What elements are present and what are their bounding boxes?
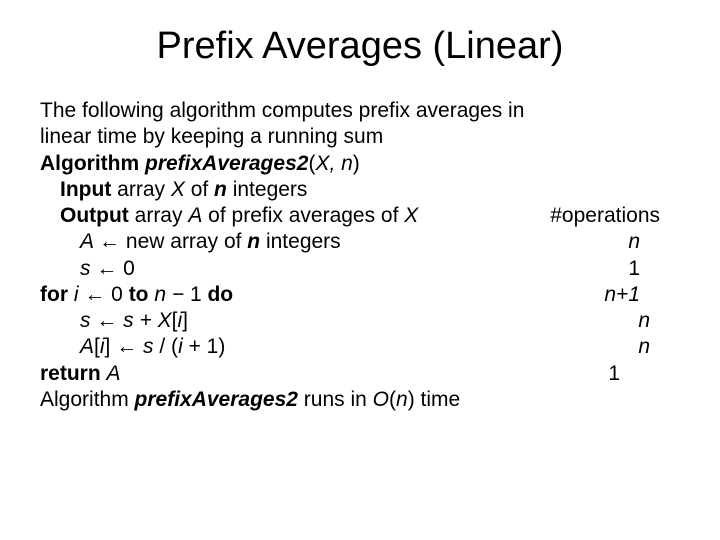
arrow: ← xyxy=(116,335,143,358)
paren-open: ( xyxy=(389,388,396,411)
var-n: n xyxy=(214,178,227,201)
algorithm-signature: Algorithm prefixAverages2(X, n) xyxy=(40,151,680,177)
code-line-6: return A 1 xyxy=(40,361,680,387)
var-n: n xyxy=(247,230,260,253)
intro-line-2: linear time by keeping a running sum xyxy=(40,124,680,150)
ops-count: 1 xyxy=(490,256,680,282)
slide-container: Prefix Averages (Linear) The following a… xyxy=(0,0,720,540)
output-line: Output array A of prefix averages of X #… xyxy=(40,203,680,229)
text: array xyxy=(117,178,171,201)
code-line-4: s ← s + X[i] n xyxy=(40,308,680,334)
ops-count: n+1 xyxy=(490,282,680,308)
code-line-2: s ← 0 1 xyxy=(40,256,680,282)
var-i-assign: i ← xyxy=(74,283,111,306)
algorithm-name: prefixAverages2 xyxy=(135,388,298,411)
var-a-assign: A ← xyxy=(80,230,126,253)
var-s: s xyxy=(143,335,159,358)
ops-count: n xyxy=(500,308,680,334)
plus-one-close: + 1) xyxy=(189,335,226,358)
ops-count: 1 xyxy=(470,361,680,387)
paren-close: ) xyxy=(353,152,360,175)
var-s-assign: s ← xyxy=(80,257,123,280)
keyword-for: for xyxy=(40,283,74,306)
text: ) time xyxy=(408,388,461,411)
keyword-return: return xyxy=(40,362,107,385)
keyword-do: do xyxy=(207,283,233,306)
output-label: Output xyxy=(60,204,135,227)
text: runs in xyxy=(298,388,373,411)
algorithm-params: X, n xyxy=(315,152,352,175)
operations-header: #operations xyxy=(510,203,680,229)
bracket-close: ] xyxy=(182,309,188,332)
code-line-5: A[i] ← s / (i + 1) n xyxy=(40,334,680,360)
big-o: O xyxy=(373,388,389,411)
text: integers xyxy=(227,178,308,201)
input-label: Input xyxy=(60,178,117,201)
var-x: X xyxy=(171,178,185,201)
ops-count: n xyxy=(500,334,680,360)
closing-line: Algorithm prefixAverages2 runs in O(n) t… xyxy=(40,387,680,413)
code-line-1: A ← new array of n integers n xyxy=(40,229,680,255)
text: of prefix averages of xyxy=(202,204,404,227)
input-line: Input array X of n integers xyxy=(40,177,680,203)
text: new array of xyxy=(126,230,247,253)
var-a: A xyxy=(188,204,202,227)
var-n-minus: n − xyxy=(154,283,190,306)
var-n: n xyxy=(396,388,408,411)
divide-open: / ( xyxy=(159,335,178,358)
bracket-close: ] xyxy=(105,335,117,358)
var-i: i xyxy=(178,335,189,358)
var-a: A xyxy=(107,362,121,385)
algorithm-name: prefixAverages2 xyxy=(145,152,308,175)
slide-body: The following algorithm computes prefix … xyxy=(40,98,680,413)
text: of xyxy=(185,178,214,201)
text: Algorithm xyxy=(40,388,135,411)
slide-title: Prefix Averages (Linear) xyxy=(40,25,680,68)
val-one: 1 xyxy=(190,283,208,306)
keyword-to: to xyxy=(129,283,155,306)
text: array xyxy=(135,204,189,227)
var-a: A xyxy=(80,335,94,358)
expr-s-plus-x: s ← s + X xyxy=(80,309,172,332)
ops-count: n xyxy=(490,229,680,255)
algorithm-label: Algorithm xyxy=(40,152,145,175)
text: integers xyxy=(260,230,341,253)
code-line-3: for i ← 0 to n − 1 do n+1 xyxy=(40,282,680,308)
val-zero: 0 xyxy=(123,257,135,280)
var-x: X xyxy=(404,204,418,227)
intro-line-1: The following algorithm computes prefix … xyxy=(40,98,680,124)
val-zero: 0 xyxy=(111,283,129,306)
